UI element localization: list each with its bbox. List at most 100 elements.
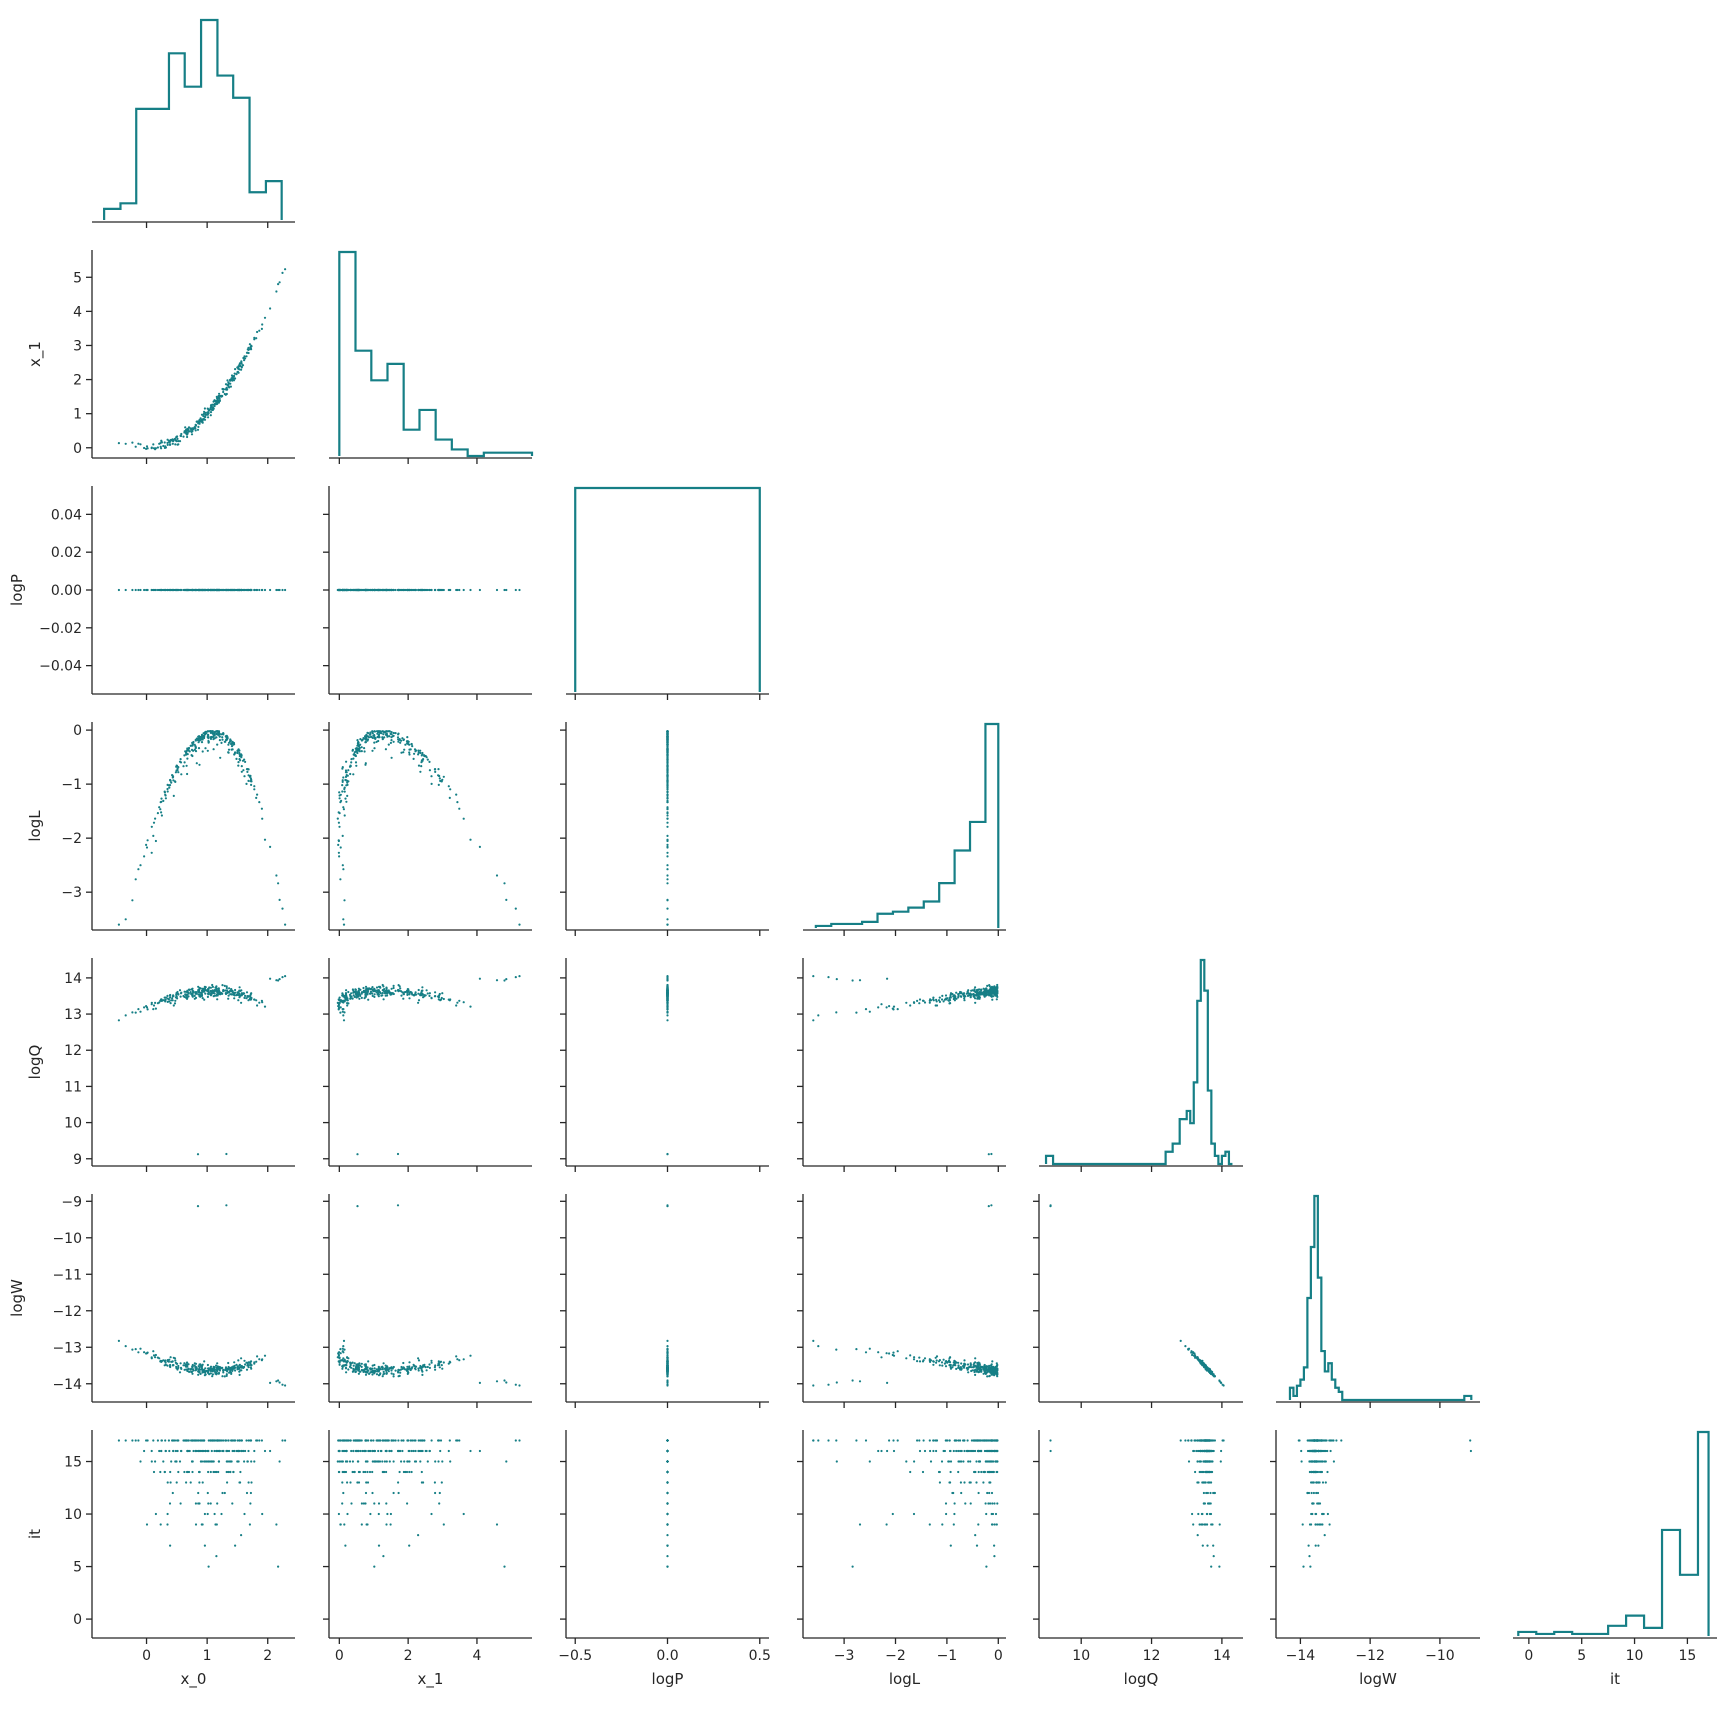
scatter-point (342, 918, 345, 921)
scatter-point (354, 588, 357, 592)
scatter-point (162, 1460, 165, 1463)
scatter-point (186, 772, 189, 776)
scatter-point (385, 1371, 388, 1375)
scatter-point (215, 987, 218, 990)
scatter-point (666, 743, 669, 746)
scatter-point (227, 994, 230, 997)
scatter-point (880, 1356, 883, 1359)
scatter-point (134, 878, 137, 881)
scatter-point (143, 588, 146, 592)
scatter-point (234, 1366, 237, 1369)
scatter-point (269, 977, 272, 980)
scatter-point (345, 1371, 348, 1374)
scatter-point (188, 430, 191, 433)
scatter-point (390, 987, 393, 990)
scatter-point (222, 1449, 225, 1453)
scatter-point (966, 1363, 970, 1366)
scatter-point (877, 1351, 880, 1354)
scatter-point (188, 988, 191, 992)
scatter-point (448, 796, 451, 800)
scatter-point (886, 1381, 889, 1384)
scatter-point (185, 433, 189, 436)
scatter-point (194, 738, 197, 742)
scatter-point (243, 1359, 246, 1362)
scatter-point (209, 404, 213, 407)
y-tick-label: 0 (73, 441, 82, 457)
scatter-point (194, 1362, 198, 1365)
scatter-point (994, 992, 997, 996)
scatter-point (953, 999, 957, 1002)
scatter-point (916, 999, 919, 1003)
scatter-point (389, 741, 392, 745)
scatter-point (164, 588, 167, 592)
scatter-point (213, 994, 216, 997)
scatter-point (164, 1359, 167, 1362)
scatter-point (1212, 1373, 1215, 1376)
scatter-point (195, 762, 198, 765)
scatter-point (1190, 1350, 1193, 1353)
scatter-point (962, 994, 966, 998)
scatter-point (210, 406, 213, 409)
scatter-point (403, 1367, 406, 1370)
y-tick-label: 0.00 (51, 583, 82, 599)
scatter-point (234, 988, 237, 992)
scatter-point (235, 1449, 238, 1453)
scatter-point (222, 390, 225, 394)
scatter-point (935, 1355, 939, 1358)
scatter-point (362, 1370, 365, 1373)
scatter-point (386, 992, 389, 995)
scatter-point (339, 1352, 342, 1355)
scatter-point (456, 801, 459, 804)
scatter-point (387, 989, 390, 992)
scatter-point (398, 985, 401, 988)
scatter-point (230, 1372, 233, 1375)
scatter-point (666, 1014, 669, 1017)
scatter-point (666, 1348, 669, 1351)
scatter-point (171, 1364, 174, 1367)
scatter-point (177, 766, 180, 769)
scatter-point (260, 327, 263, 330)
scatter-point (990, 990, 993, 993)
scatter-point (244, 994, 247, 998)
scatter-point (176, 437, 179, 440)
scatter-point (417, 992, 420, 995)
scatter-point (417, 988, 420, 992)
scatter-point (381, 1375, 384, 1378)
scatter-point (215, 1364, 218, 1367)
scatter-point (240, 753, 243, 756)
scatter-point (175, 436, 178, 439)
scatter-point (338, 791, 341, 794)
scatter-point (194, 996, 198, 1000)
scatter-point (349, 588, 352, 592)
scatter-point (137, 1008, 140, 1011)
scatter-point (225, 1373, 228, 1376)
scatter-point (940, 1361, 944, 1364)
scatter-point (192, 749, 195, 752)
scatter-point (176, 1449, 179, 1453)
scatter-point (207, 991, 210, 994)
scatter-point (438, 992, 441, 996)
scatter-point (231, 740, 234, 743)
scatter-point (408, 1361, 411, 1364)
scatter-point (399, 588, 402, 592)
scatter-point (1192, 1351, 1195, 1354)
scatter-point (932, 1360, 935, 1363)
scatter-point (1209, 1370, 1212, 1374)
scatter-point (245, 1368, 249, 1371)
scatter-point (337, 821, 340, 824)
scatter-point (955, 997, 958, 1000)
scatter-point (982, 987, 985, 990)
scatter-point (145, 1523, 149, 1526)
scatter-point (666, 975, 669, 978)
scatter-point (363, 750, 366, 753)
scatter-point (400, 1368, 403, 1371)
scatter-point (203, 733, 206, 736)
scatter-point (922, 1359, 925, 1362)
scatter-point (341, 779, 344, 782)
scatter-point (944, 998, 947, 1001)
scatter-point (417, 749, 420, 752)
scatter-point (868, 1347, 871, 1350)
scatter-point (952, 1364, 955, 1367)
scatter-point (124, 1439, 127, 1442)
scatter-point (174, 443, 177, 446)
